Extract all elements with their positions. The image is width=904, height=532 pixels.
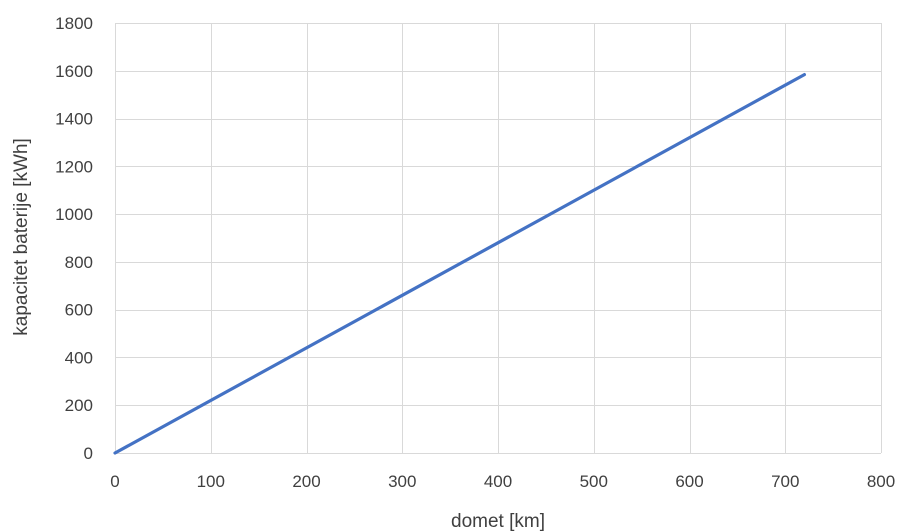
- y-tick-label: 0: [84, 444, 93, 463]
- x-axis-tick-labels: 0 100 200 300 400 500 600 700 800: [110, 472, 895, 491]
- y-axis-title: kapacitet baterije [kWh]: [11, 138, 32, 335]
- x-tick-label: 600: [675, 472, 703, 491]
- x-tick-label: 400: [484, 472, 512, 491]
- y-tick-label: 1000: [55, 205, 93, 224]
- x-tick-label: 100: [197, 472, 225, 491]
- x-axis-title: domet [km]: [451, 511, 545, 532]
- y-tick-label: 1600: [55, 62, 93, 81]
- series-layer: [113, 72, 807, 455]
- y-tick-label: 1200: [55, 157, 93, 176]
- y-tick-label: 1400: [55, 110, 93, 129]
- y-axis-tick-labels: 0 200 400 600 800 1000 1200 1400 1600 1800: [55, 14, 93, 463]
- y-tick-label: 800: [65, 253, 93, 272]
- x-tick-label: 800: [867, 472, 895, 491]
- x-tick-label: 200: [292, 472, 320, 491]
- x-tick-label: 700: [771, 472, 799, 491]
- y-tick-label: 400: [65, 348, 93, 367]
- y-tick-label: 200: [65, 396, 93, 415]
- x-tick-label: 500: [580, 472, 608, 491]
- y-tick-label: 1800: [55, 14, 93, 33]
- grid-lines: [115, 23, 882, 454]
- x-tick-label: 0: [110, 472, 119, 491]
- x-tick-label: 300: [388, 472, 416, 491]
- y-tick-label: 600: [65, 301, 93, 320]
- series-line: [113, 72, 807, 455]
